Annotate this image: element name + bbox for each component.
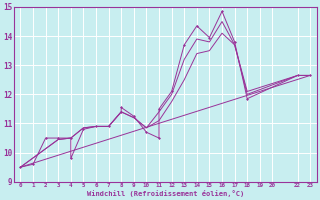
X-axis label: Windchill (Refroidissement éolien,°C): Windchill (Refroidissement éolien,°C) [87,190,244,197]
